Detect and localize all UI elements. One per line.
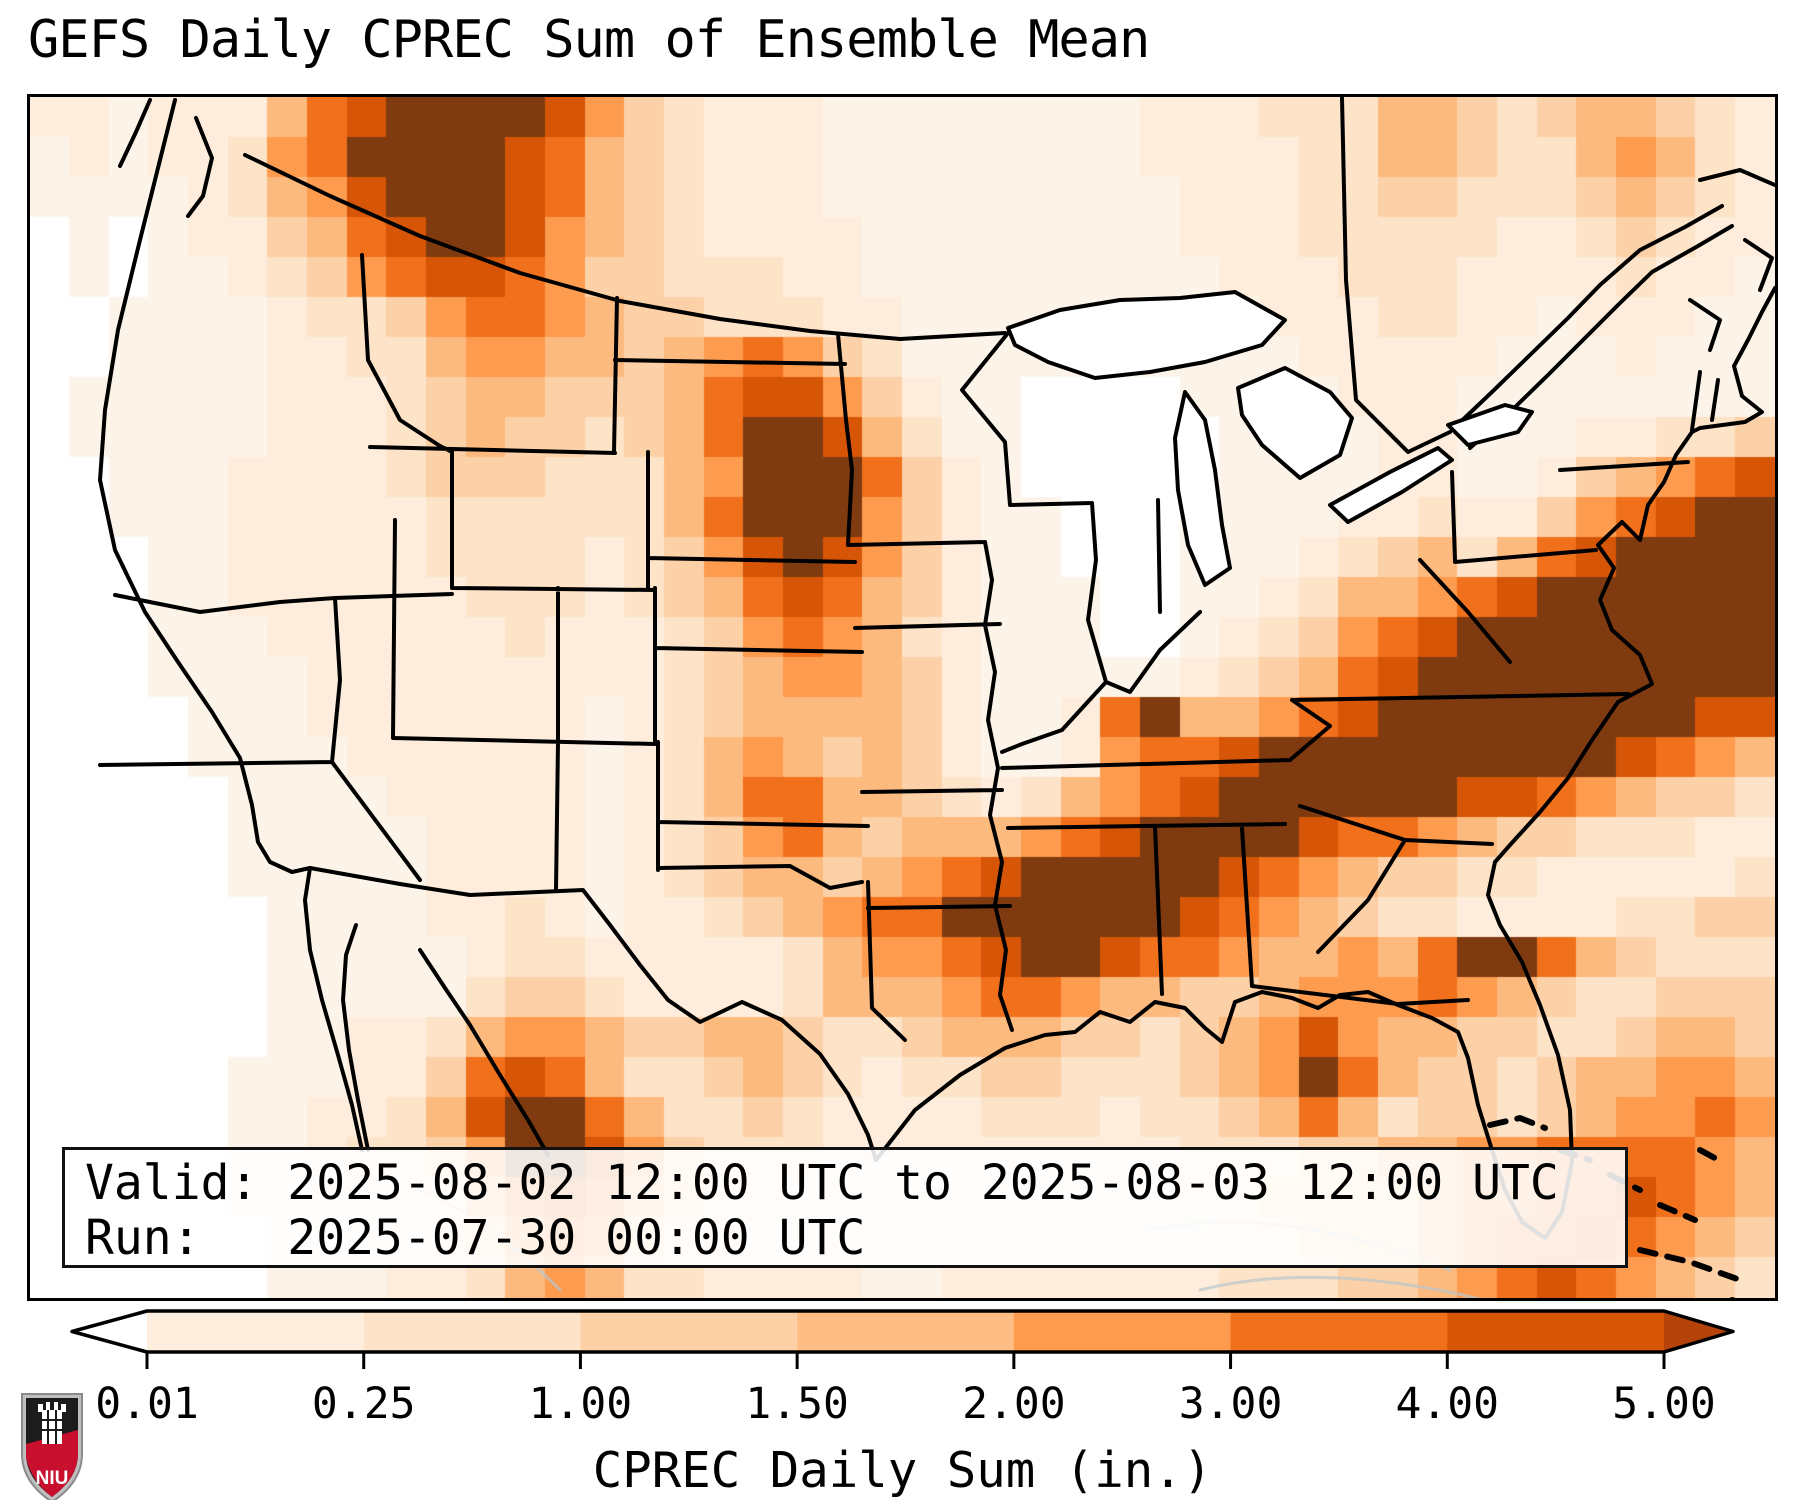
run-time-text: Run: 2025-07-30 00:00 UTC	[85, 1210, 866, 1266]
mexico-border	[308, 866, 878, 1162]
colorbar-tick-label: 0.25	[312, 1379, 416, 1429]
colorbar-under-arrow	[72, 1311, 147, 1352]
castle-icon	[38, 1402, 66, 1444]
colorbar-segment	[797, 1311, 1015, 1352]
valid-time-text: Valid: 2025-08-02 12:00 UTC to 2025-08-0…	[85, 1155, 1559, 1211]
colorbar-tick-label: 4.00	[1396, 1379, 1500, 1429]
logo-text: NIU	[36, 1468, 69, 1489]
colorbar-segment	[1447, 1311, 1665, 1352]
pacific-coastline	[98, 98, 364, 1152]
st-lawrence	[1450, 204, 1734, 450]
puget-sound	[118, 98, 214, 218]
provincial-border	[1340, 97, 1452, 454]
niu-logo: NIU	[21, 1393, 83, 1500]
colorbar-segment	[147, 1311, 365, 1352]
validity-info-box: Valid: 2025-08-02 12:00 UTC to 2025-08-0…	[62, 1147, 1628, 1268]
colorbar-axis-label: CPREC Daily Sum (in.)	[593, 1442, 1213, 1499]
colorbar-segment	[580, 1311, 798, 1352]
canada-border	[243, 153, 1007, 341]
state-borders	[98, 253, 1720, 1042]
baja-gulf	[341, 923, 550, 1157]
colorbar-segment	[363, 1311, 582, 1352]
page-title: GEFS Daily CPREC Sum of Ensemble Mean	[28, 10, 1150, 70]
colorbar-tick-label: 0.01	[95, 1379, 199, 1429]
colorbar-tick-label: 2.00	[962, 1379, 1066, 1429]
colorbar-tick-label: 1.00	[529, 1379, 633, 1429]
colorbar-tick-label: 3.00	[1179, 1379, 1283, 1429]
colorbar-segment	[1013, 1311, 1232, 1352]
colorbar-segment	[1230, 1311, 1449, 1352]
maritimes-coast	[1688, 168, 1775, 352]
colorbar-tick-label: 1.50	[745, 1379, 849, 1429]
gulf-atlantic-coastline	[874, 286, 1775, 1240]
colorbar-over-arrow	[1664, 1311, 1733, 1352]
map-frame	[27, 94, 1778, 1301]
colorbar-tick-label: 5.00	[1612, 1379, 1716, 1429]
great-lakes	[1006, 290, 1534, 587]
